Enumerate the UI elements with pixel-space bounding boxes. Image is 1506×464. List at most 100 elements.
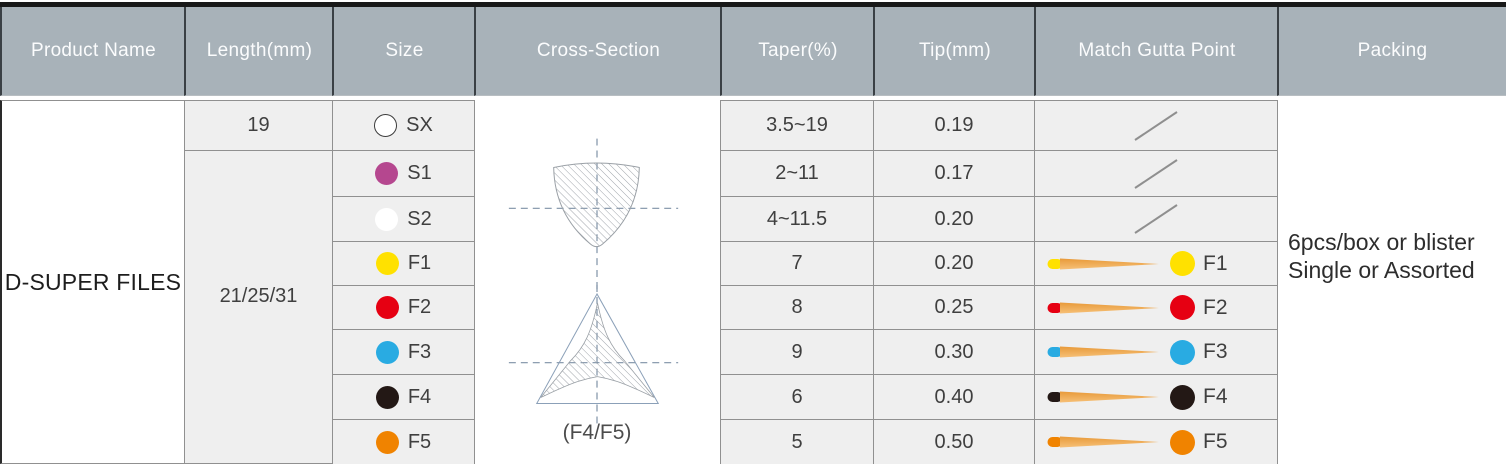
match-gutta-point-cell: F4 [1034, 374, 1278, 420]
gutta-color-dot [1170, 339, 1195, 365]
no-match-slash-icon [1134, 158, 1178, 189]
gutta-point-icon [1047, 258, 1159, 269]
header-taper: Taper(%) [720, 7, 874, 96]
size-cell: F1 [332, 241, 475, 286]
size-cell: F4 [332, 374, 475, 420]
taper-value: 9 [791, 340, 803, 363]
taper-cell: 8 [720, 285, 874, 330]
taper-value: 2~11 [775, 162, 819, 184]
cross-section-label: (F4/F5) [562, 421, 632, 444]
header-size: Size [332, 7, 475, 96]
gutta-color-dot [1170, 429, 1195, 455]
size-label: S2 [407, 207, 432, 230]
taper-cell: 4~11.5 [720, 196, 874, 242]
tip-cell: 0.20 [873, 241, 1035, 286]
length-value: 19 [247, 114, 270, 136]
size-label: SX [406, 114, 433, 136]
size-label: S1 [407, 162, 432, 184]
header-packing: Packing [1277, 7, 1506, 96]
match-gutta-point-cell: F3 [1034, 329, 1278, 375]
gutta-color-dot [1170, 251, 1195, 276]
size-color-dot [375, 430, 399, 454]
header-length: Length(mm) [184, 7, 333, 96]
tip-value: 0.19 [934, 114, 974, 136]
tip-cell: 0.50 [873, 419, 1035, 464]
tip-value: 0.40 [934, 385, 974, 408]
size-label: F5 [407, 430, 432, 453]
match-gutta-point-cell: F2 [1034, 285, 1278, 330]
tip-value: 0.17 [934, 162, 974, 184]
tip-value: 0.20 [934, 252, 974, 274]
size-cell: SX [332, 100, 475, 151]
gutta-size-label: F1 [1203, 251, 1228, 275]
tip-value: 0.20 [934, 207, 974, 230]
gutta-size-label: F2 [1203, 295, 1228, 319]
gutta-point-icon [1047, 436, 1159, 448]
size-label: F2 [407, 296, 432, 318]
tip-cell: 0.40 [873, 374, 1035, 420]
packing-line-2: Single or Assorted [1288, 257, 1475, 283]
size-cell: S1 [332, 150, 475, 197]
product-name: D-SUPER FILES [4, 268, 182, 295]
taper-cell: 3.5~19 [720, 100, 874, 151]
header-cross-section: Cross-Section [474, 7, 721, 96]
size-label: F4 [407, 385, 432, 408]
tip-cell: 0.25 [873, 285, 1035, 330]
size-label: F1 [407, 252, 432, 274]
size-cell: F3 [332, 329, 475, 375]
taper-value: 5 [791, 430, 803, 453]
tip-value: 0.50 [934, 430, 974, 453]
table-top-border [0, 2, 1506, 7]
gutta-color-dot [1170, 295, 1195, 320]
size-color-dot [374, 114, 398, 137]
length-value: 21/25/31 [219, 284, 298, 307]
size-color-dot [375, 252, 399, 275]
tip-cell: 0.20 [873, 196, 1035, 242]
taper-cell: 6 [720, 374, 874, 420]
no-match-slash-icon [1134, 110, 1178, 141]
size-color-dot [375, 162, 399, 185]
taper-value: 7 [791, 252, 803, 274]
gutta-point-icon [1047, 391, 1159, 403]
tip-value: 0.25 [934, 296, 974, 318]
taper-value: 6 [791, 385, 803, 408]
taper-cell: 7 [720, 241, 874, 286]
taper-value: 4~11.5 [766, 207, 828, 230]
taper-value: 3.5~19 [766, 114, 828, 136]
size-label: F3 [407, 340, 432, 363]
tip-cell: 0.17 [873, 150, 1035, 197]
header-match-gutta-point: Match Gutta Point [1034, 7, 1278, 96]
match-gutta-point-cell: F1 [1034, 241, 1278, 286]
gutta-point-icon [1047, 302, 1159, 313]
product-name-cell: D-SUPER FILES [0, 100, 185, 464]
no-match-slash-icon [1134, 204, 1178, 234]
size-cell: F2 [332, 285, 475, 330]
tip-cell: 0.19 [873, 100, 1035, 151]
taper-cell: 9 [720, 329, 874, 375]
header-product-name: Product Name [0, 7, 185, 96]
cross-section-diagram [508, 138, 679, 425]
gutta-point-icon [1047, 346, 1159, 358]
gutta-size-label: F5 [1203, 430, 1228, 453]
size-color-dot [375, 296, 399, 319]
size-cell: F5 [332, 419, 475, 464]
gutta-size-label: F4 [1203, 385, 1228, 408]
taper-value: 8 [791, 296, 803, 318]
tip-value: 0.30 [934, 340, 974, 363]
taper-cell: 2~11 [720, 150, 874, 197]
header-tip: Tip(mm) [873, 7, 1035, 96]
match-gutta-point-cell: F5 [1034, 419, 1278, 464]
size-color-dot [375, 340, 399, 364]
size-color-dot [375, 385, 399, 409]
size-color-dot [375, 207, 399, 231]
match-gutta-point-cell [1034, 196, 1278, 242]
match-gutta-point-cell [1034, 150, 1278, 197]
packing-line-1: 6pcs/box or blister [1288, 229, 1475, 255]
cross-section-cell [474, 100, 721, 464]
length-cell-212531: 21/25/31 [184, 150, 333, 464]
taper-cell: 5 [720, 419, 874, 464]
tip-cell: 0.30 [873, 329, 1035, 375]
packing-cell: 6pcs/box or blister Single or Assorted [1277, 100, 1506, 464]
gutta-size-label: F3 [1203, 340, 1228, 363]
